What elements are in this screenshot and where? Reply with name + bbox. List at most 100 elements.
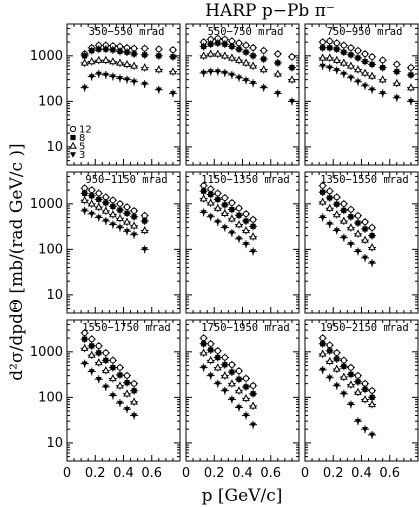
data-point [369,394,375,400]
data-point [221,70,228,77]
data-point [361,50,369,58]
data-point [155,46,162,53]
data-point [221,225,228,231]
data-point [319,63,326,70]
data-point [117,48,123,55]
panel-6: 1350−1550 mrad [304,171,419,314]
data-point [334,201,340,207]
series-12 [80,328,139,388]
data-point [325,204,334,211]
data-point [347,364,355,371]
data-point [243,384,249,390]
data-point [131,413,138,419]
data-point [361,218,369,226]
panel-label: 1150−1350 mrad [201,174,290,186]
data-point [334,356,340,362]
panel-8: 0 0.2 0.4 0.6 1750−1950 mrad [182,319,300,481]
data-point [109,222,116,228]
data-point [130,380,138,387]
data-point [222,362,228,368]
data-point [393,95,400,101]
data-point [81,208,88,215]
data-point [156,53,162,59]
data-point [242,226,250,234]
data-point [355,220,361,226]
data-point [96,350,102,356]
data-point [242,58,250,66]
data-point [243,241,250,248]
data-point [131,51,137,57]
data-point [109,357,117,364]
data-point [80,58,89,66]
data-point [250,422,257,428]
x-axis-label: p [GeV/c] [202,486,283,506]
series-3 [199,363,258,429]
data-point [87,57,96,65]
data-point [242,375,250,382]
data-point [355,379,361,385]
data-point [220,51,229,59]
series-3 [199,208,258,256]
data-point [95,190,102,197]
data-point [116,76,123,82]
data-point [407,83,415,91]
data-point [213,204,222,211]
data-point [116,58,124,66]
series-3 [80,359,139,420]
data-point [88,336,95,343]
data-point [130,221,138,229]
data-point [333,228,340,234]
data-point [130,61,138,69]
series-8 [199,339,258,398]
x-tick-label: 0.2 [85,466,106,481]
data-point [141,81,148,88]
data-point [208,41,214,47]
panel-label: 1950−2150 mrad [320,322,409,334]
data-point [369,61,375,67]
data-point [109,74,116,80]
series-5 [318,197,377,252]
y-tick-label: 10 [46,140,63,155]
data-point [341,49,347,55]
data-point [123,389,131,397]
data-point [274,50,281,58]
y-tick-label: 1000 [30,49,63,64]
data-point [96,46,102,52]
data-point [228,361,236,368]
series-5 [199,348,258,410]
series-8 [199,39,296,72]
data-point [116,214,124,222]
data-point [235,220,243,228]
panel-3: 750−950 mrad [304,23,419,166]
data-point [116,200,124,207]
data-point [123,203,131,211]
data-point [131,214,137,220]
data-point [199,51,208,59]
data-point [361,235,369,243]
data-point [354,372,362,379]
data-point [326,38,333,45]
data-point [243,218,249,224]
data-point [326,65,333,71]
data-point [319,182,326,189]
data-point [131,79,138,85]
data-point [362,226,368,232]
panel-label: 550−750 mrad [208,26,284,38]
data-point [347,61,355,69]
data-point [334,46,340,52]
legend-marker [69,141,77,149]
data-point [326,188,333,195]
data-point [327,348,333,354]
data-point [250,53,256,59]
data-point [124,229,131,235]
data-point [124,406,131,413]
data-point [250,249,257,255]
data-point [341,363,347,369]
panel-label: 750−950 mrad [327,26,403,38]
data-point [347,206,355,213]
panel-label: 950−1150 mrad [85,174,167,186]
data-point [354,65,362,73]
data-point [207,373,214,379]
series-5 [80,343,139,406]
panel-2: 550−750 mrad [185,23,300,166]
